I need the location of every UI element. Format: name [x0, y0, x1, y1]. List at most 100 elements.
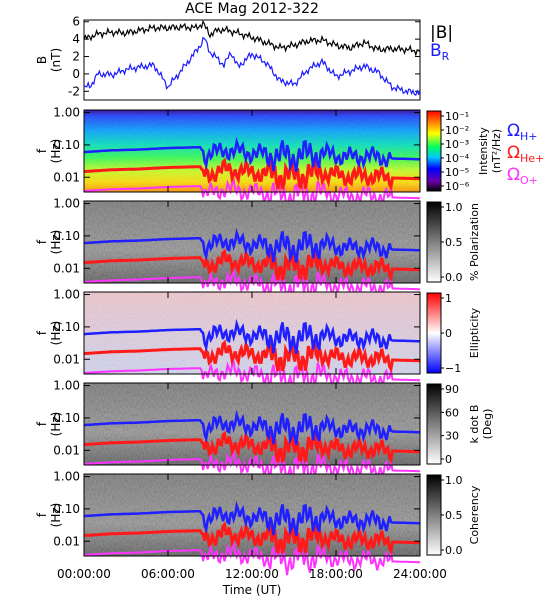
y-tick-label: 0.01: [53, 443, 80, 457]
y-tick-label: 0.10: [53, 411, 80, 425]
colorbar-label: Coherency: [468, 485, 481, 544]
y-axis-label: f: [35, 421, 49, 426]
y-tick-label: 0.10: [53, 138, 80, 152]
y-tick-label: 0: [72, 67, 80, 81]
colorbar-tick-label: 1.0: [445, 474, 463, 487]
colorbar-tick-label: 0: [445, 327, 452, 340]
gyrofrequency-legend-entry: ΩHe+: [507, 143, 544, 165]
gyrofrequency-legend-entry: ΩH+: [507, 121, 538, 143]
h-plus-gyrofrequency-line: [83, 318, 421, 354]
h-plus-gyrofrequency-line: [83, 409, 421, 445]
he-plus-gyrofrequency-line: [83, 157, 420, 191]
b-field-panel: 6 4 2 0 -2 B (nT) |B|BR: [35, 15, 453, 101]
colorbar-tick-label: 0: [445, 453, 452, 466]
spectrogram-texture: [84, 292, 420, 374]
he-plus-gyrofrequency-line: [83, 430, 420, 464]
x-tick-label: 06:00:00: [141, 567, 195, 581]
colorbar-tick-label: 0.0: [445, 544, 463, 557]
chart-title: ACE Mag 2012-322: [185, 1, 319, 17]
spectrogram-texture: [84, 383, 420, 465]
colorbar-tick-label: 10⁻¹: [445, 110, 469, 123]
legend-b-total: |B|: [430, 23, 453, 43]
gyrofrequency-legend-entry: ΩO+: [507, 165, 538, 187]
colorbar: [426, 201, 442, 283]
colorbar-tick-label: −1: [445, 362, 461, 375]
spectrogram-texture: [84, 474, 420, 556]
spectrogram-texture: [84, 110, 420, 192]
y-tick-label: 0.10: [53, 229, 80, 243]
ellipticity-panel: 1.00 0.10 0.01 f (Hz) 1 0 −1 Ellipticity: [35, 288, 481, 394]
y-axis-label: f: [35, 239, 49, 244]
y-tick-label: 1.00: [53, 106, 80, 120]
y-axis-label: f: [35, 512, 49, 517]
colorbar-tick-label: 10⁻⁶: [445, 180, 470, 193]
y-axis-unit: (Hz): [49, 230, 63, 255]
coherency-panel: 1.00 0.10 0.01 f (Hz) 1.0 0.5 0.0 Coherency 00:00…: [35, 470, 481, 597]
y-axis-unit: (Hz): [49, 503, 63, 528]
gyrofrequency-legend-subscript: H+: [520, 130, 538, 143]
colorbar: [426, 292, 442, 374]
y-tick-label: 0.01: [53, 261, 80, 275]
colorbar-tick-label: 60: [445, 406, 459, 419]
colorbar: [426, 383, 442, 465]
y-tick-label: 0.10: [53, 502, 80, 516]
colorbar-tick-label: 0.5: [445, 509, 463, 522]
colorbar-label: k dot B: [468, 405, 481, 444]
y-axis-label: f: [35, 148, 49, 153]
spectrogram-texture: [84, 201, 420, 283]
y-tick-label: 0.01: [53, 534, 80, 548]
y-axis-unit: (Hz): [49, 139, 63, 164]
colorbar-label: Ellipticity: [468, 307, 481, 358]
y-tick-label: 1.00: [53, 197, 80, 211]
colorbar-tick-label: 10⁻³: [445, 138, 469, 151]
legend-b-r: BR: [430, 41, 450, 63]
he-plus-gyrofrequency-line: [83, 521, 420, 555]
y-tick-label: -2: [68, 84, 80, 98]
y-axis-unit: (Hz): [49, 412, 63, 437]
colorbar-label: Intensity: [477, 127, 490, 175]
colorbar-tick-label: 10⁻⁴: [445, 152, 470, 165]
colorbar-label: % Polarization: [468, 203, 481, 281]
colorbar-tick-label: 10⁻⁵: [445, 166, 469, 179]
colorbar-tick-label: 30: [445, 430, 459, 443]
y-axis-unit: (nT): [49, 48, 63, 72]
y-tick-label: 0.10: [53, 320, 80, 334]
h-plus-gyrofrequency-line: [83, 500, 421, 536]
he-plus-gyrofrequency-line: [83, 248, 420, 282]
y-tick-label: 0.01: [53, 170, 80, 184]
y-tick-label: 4: [72, 32, 80, 46]
colorbar-tick-label: 0.5: [445, 236, 463, 249]
series-b-r-line: [83, 36, 421, 97]
y-tick-label: 1.00: [53, 470, 80, 484]
x-tick-label: 18:00:00: [309, 567, 363, 581]
series-b-total-line: [83, 19, 421, 57]
intensity-panel: 1.00 0.10 0.01 f (Hz) 10⁻¹10⁻²10⁻³10⁻⁴10⁻⁵10⁻…: [35, 106, 544, 212]
gyrofrequency-legend-subscript: O+: [520, 174, 538, 187]
x-tick-label: 00:00:00: [57, 567, 111, 581]
colorbar-tick-label: 1.0: [445, 201, 463, 214]
gyrofrequency-legend-subscript: He+: [520, 152, 544, 165]
x-tick-label: 24:00:00: [393, 567, 447, 581]
y-tick-label: 1.00: [53, 379, 80, 393]
y-axis-unit: (Hz): [49, 321, 63, 346]
colorbar-tick-label: 90: [445, 383, 459, 396]
y-axis-label: f: [35, 330, 49, 335]
colorbar-unit: (Deg): [481, 409, 494, 440]
colorbar-tick-label: 0.0: [445, 271, 463, 284]
h-plus-gyrofrequency-line: [83, 227, 421, 263]
y-tick-label: 1.00: [53, 288, 80, 302]
colorbar: [426, 110, 442, 192]
x-tick-label: 12:00:00: [225, 567, 279, 581]
k-dot-b-panel: 1.00 0.10 0.01 f (Hz) 90 60 30 0 k dot B (Deg): [35, 379, 494, 485]
colorbar-unit: (nT²/Hz): [490, 129, 503, 173]
plot-frame: [83, 19, 421, 101]
polarization-panel: 1.00 0.10 0.01 f (Hz) 1.0 0.5 0.0 % Polarization: [35, 197, 481, 303]
x-axis-label: Time (UT): [222, 583, 282, 597]
colorbar: [426, 474, 442, 556]
y-tick-label: 6: [72, 15, 80, 29]
y-tick-label: 2: [72, 50, 80, 64]
h-plus-gyrofrequency-line: [83, 136, 421, 172]
he-plus-gyrofrequency-line: [83, 339, 420, 373]
colorbar-tick-label: 10⁻²: [445, 124, 469, 137]
